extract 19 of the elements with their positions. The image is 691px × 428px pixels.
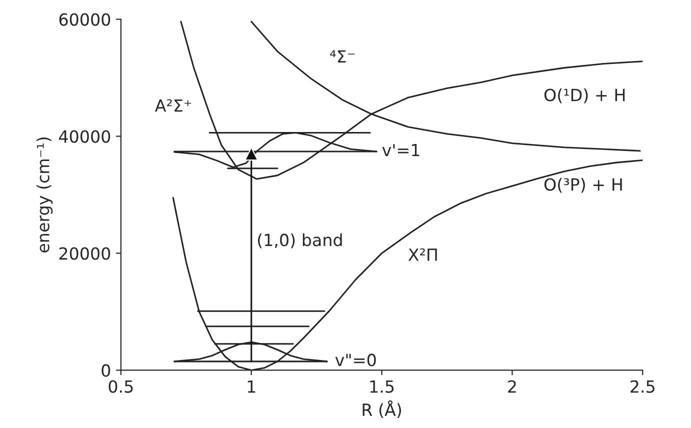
x-tick-label: 2: [508, 380, 516, 393]
y-tick-label: 40000: [58, 130, 110, 143]
y-axis-title: energy (cm⁻¹): [36, 138, 53, 252]
annotation: v'=1: [382, 144, 420, 156]
x-tick-label: 1.5: [370, 380, 394, 393]
x-axis-title: R (Å): [362, 400, 401, 418]
y-tick-label: 0: [102, 364, 110, 377]
y-tick-label: 20000: [59, 247, 110, 260]
x-tick-label: 1: [248, 380, 256, 393]
annotation: O(¹D) + H: [544, 88, 625, 104]
annotation: A²Σ⁺: [154, 99, 192, 112]
annotation: v"=0: [335, 354, 376, 366]
annotation: O(³P) + H: [544, 178, 622, 193]
x-tick-label: 0.5: [108, 380, 133, 393]
annotation: (1,0) band: [258, 233, 342, 248]
annotation: X²Π: [408, 248, 437, 261]
x-tick-label: 2.5: [630, 380, 654, 393]
y-tick-label: 60000: [59, 13, 110, 26]
annotation: ⁴Σ⁻: [330, 50, 354, 62]
